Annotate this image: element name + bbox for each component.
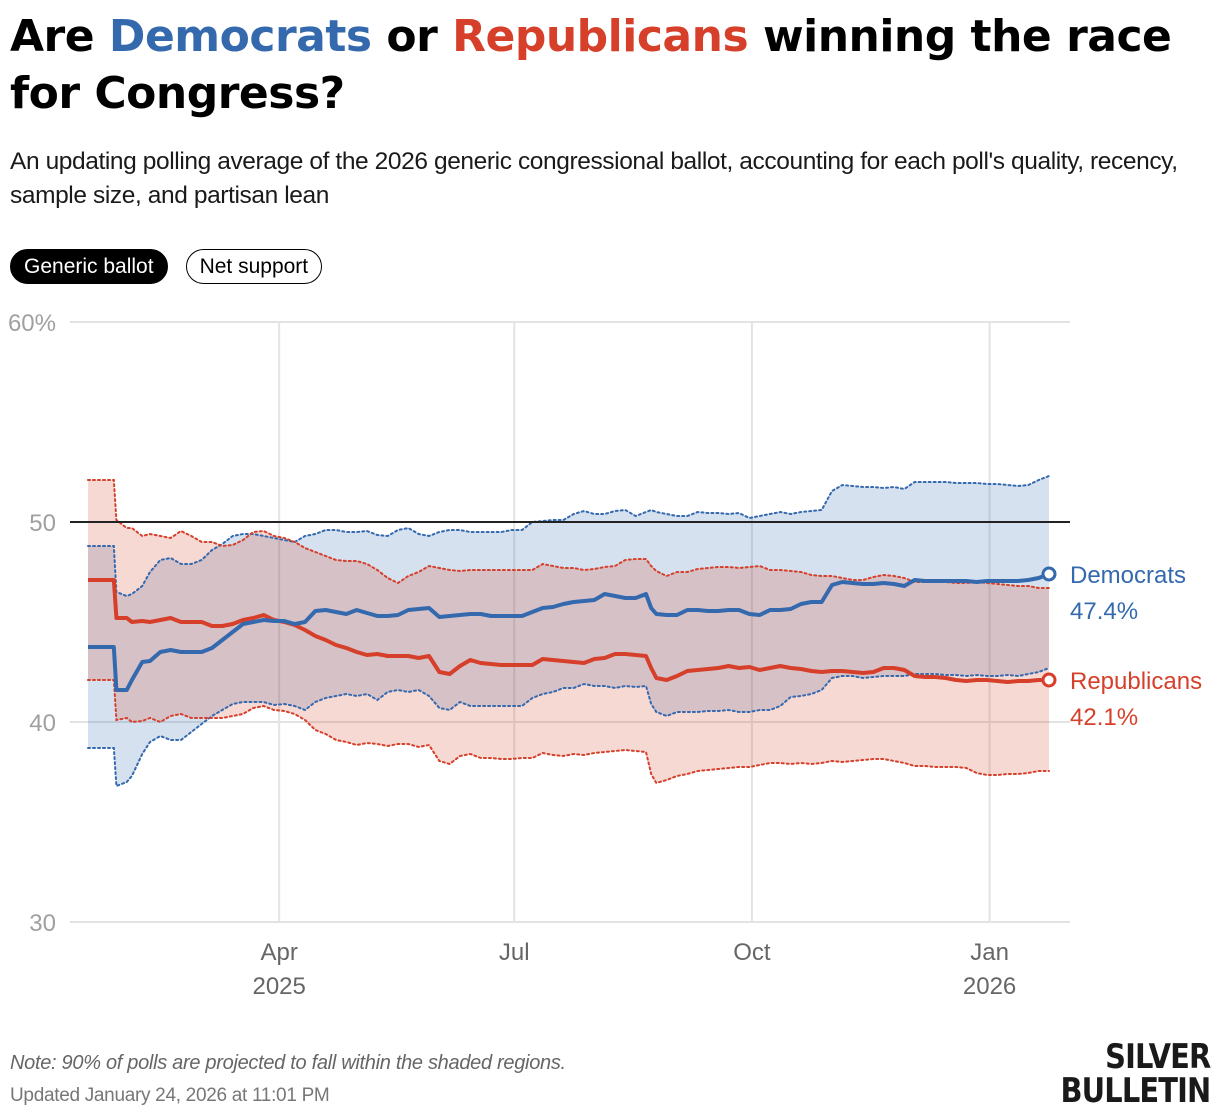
republicans-line [88,578,1049,684]
view-tabs: Generic ballot Net support [10,249,323,284]
title-republicans: Republicans [452,11,749,62]
democrats-label: Democrats [1070,562,1186,589]
y-axis: 60% 50 40 30 [8,310,56,937]
x-tick-label-oct: Oct [733,939,771,966]
y-tick-label-40: 40 [29,710,56,737]
x-tick-label-jan: Jan [970,939,1009,966]
republicans-upper-bound [87,479,1050,589]
democrats-endpoint [1041,566,1057,582]
y-tick-label-30: 30 [29,910,56,937]
x-tick-label-jul: Jul [499,939,530,966]
title-democrats: Democrats [108,11,372,62]
silver-bulletin-logo: SILVER BULLETIN [1034,1037,1211,1111]
republicans-band [88,480,1049,783]
republicans-label: Republicans [1070,668,1202,695]
page-title: Are Democrats or Republicans winning the… [10,8,1210,122]
footnote: Note: 90% of polls are projected to fall… [10,1052,566,1074]
x-axis: Apr 2025 Jul Oct Jan 2026 [252,939,1016,1000]
democrats-lower-bound [87,667,1050,788]
tab-net-support[interactable]: Net support [185,249,323,284]
x-tick-label-apr: Apr [260,939,297,966]
grid [70,321,1070,923]
polling-chart: 60% 50 40 30 Apr 2025 Jul Oct Jan 2026 Democrats… [8,310,1202,1000]
uncertainty-bands [88,476,1049,786]
democrats-value: 47.4% [1070,598,1138,625]
democrats-band [88,476,1049,786]
republicans-lower-bound [87,679,1050,785]
y-tick-label-60: 60% [8,310,56,337]
logo-line-1: SILVER [1104,1037,1211,1077]
updated-timestamp: Updated January 24, 2026 at 11:01 PM [10,1085,330,1106]
democrats-line [88,572,1050,692]
logo-line-2: BULLETIN [1060,1071,1211,1111]
x-tick-year-2025: 2025 [252,973,305,1000]
page-subtitle: An updating polling average of the 2026 … [10,148,1178,209]
republicans-endpoint [1041,672,1057,688]
y-tick-label-50: 50 [29,510,56,537]
end-labels: Democrats 47.4% Republicans 42.1% [1070,562,1202,731]
republicans-value: 42.1% [1070,704,1138,731]
title-part-1: Are [10,11,109,62]
title-part-3: or [371,11,453,62]
title-part-5: winning the race for Congress? [10,11,1172,119]
tab-generic-ballot[interactable]: Generic ballot [10,249,168,284]
band-boundaries [87,475,1050,788]
trend-lines [88,566,1057,692]
x-tick-year-2026: 2026 [963,973,1016,1000]
